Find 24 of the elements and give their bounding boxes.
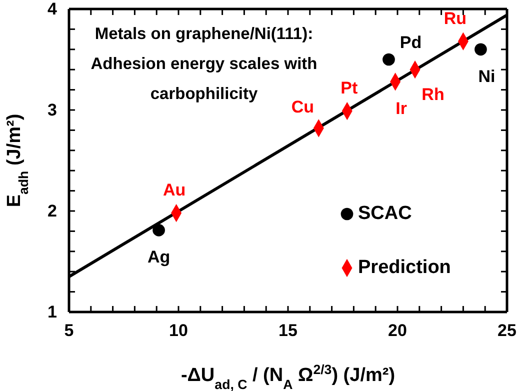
annotation: Ag	[147, 248, 170, 267]
annotation: Ru	[444, 8, 467, 28]
x-axis-title: -ΔU$_{ad, C}$ / (N$_{A}$ Ω$^{2/3}$) (J/m²)	[180, 362, 396, 391]
y-tick-label: 1	[48, 302, 57, 322]
annotation: Cu	[291, 98, 314, 117]
annotation: Au	[162, 180, 186, 200]
point	[152, 224, 165, 236]
annotation: Rh	[422, 85, 444, 104]
x-tick-label: 5	[64, 321, 74, 340]
point	[474, 43, 487, 56]
annotation: Ni	[478, 66, 496, 86]
x-tick-label: 10	[169, 321, 188, 340]
annotation: Ir	[396, 99, 408, 118]
x-tick-label: 25	[498, 321, 516, 340]
legend-label: Prediction	[358, 257, 451, 278]
y-tick-label: 3	[48, 100, 57, 120]
point	[382, 53, 395, 66]
x-tick-label: 15	[278, 321, 298, 340]
annotation: Pd	[400, 32, 422, 52]
y-tick-label: 2	[48, 201, 57, 220]
y-tick-label: 4	[48, 0, 58, 18]
x-tick-label: 20	[388, 321, 407, 340]
annotation: Pt	[340, 78, 358, 98]
legend-label: SCAC	[358, 203, 412, 224]
